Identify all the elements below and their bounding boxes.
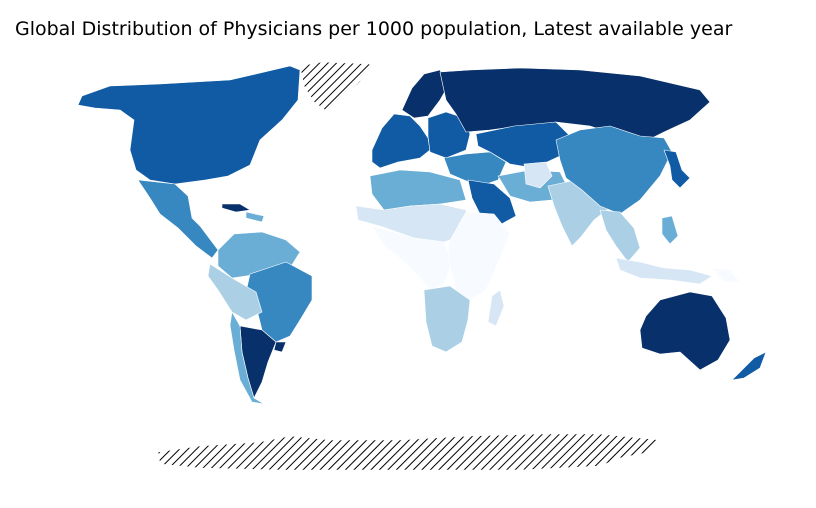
- region-north-africa: [369, 169, 467, 211]
- region-philippines: [661, 215, 679, 245]
- region-mexico-central-america: [137, 179, 219, 259]
- region-kazakhstan-central-asia: [475, 121, 571, 169]
- region-china-mongolia: [555, 125, 673, 215]
- region-afghanistan: [523, 161, 553, 189]
- region-turkey-middle-east: [443, 151, 507, 187]
- region-uruguay: [273, 341, 287, 353]
- region-eastern-europe: [427, 111, 471, 159]
- region-greenland: [299, 61, 371, 111]
- region-cuba: [221, 203, 251, 213]
- region-western-europe: [371, 113, 431, 169]
- region-north-america: [77, 65, 301, 185]
- region-saudi-arabia: [467, 179, 517, 227]
- region-madagascar: [487, 289, 505, 327]
- region-papua-new-guinea: [711, 267, 741, 283]
- region-korea-japan: [663, 149, 691, 189]
- region-new-zealand: [731, 351, 767, 381]
- region-australia: [639, 291, 731, 371]
- region-east-africa: [447, 211, 511, 301]
- region-southern-africa: [423, 285, 471, 353]
- region-west-central-africa: [371, 225, 453, 291]
- region-southeast-asia: [599, 209, 641, 263]
- map-title: Global Distribution of Physicians per 10…: [15, 18, 733, 40]
- region-indonesia: [615, 257, 713, 285]
- region-chile: [229, 311, 265, 405]
- region-caribbean: [245, 211, 265, 223]
- region-antarctica: [157, 433, 661, 471]
- region-peru-bolivia: [207, 263, 263, 321]
